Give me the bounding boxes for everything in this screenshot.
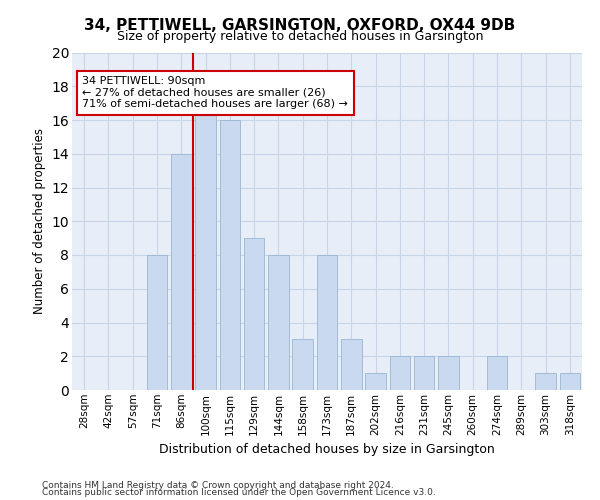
Y-axis label: Number of detached properties: Number of detached properties [33,128,46,314]
Bar [317,255,337,390]
Bar [195,103,216,390]
Bar [171,154,191,390]
Bar [535,373,556,390]
Bar [341,340,362,390]
Bar [389,356,410,390]
Text: Contains HM Land Registry data © Crown copyright and database right 2024.: Contains HM Land Registry data © Crown c… [42,480,394,490]
Text: Size of property relative to detached houses in Garsington: Size of property relative to detached ho… [117,30,483,43]
Bar [292,340,313,390]
Bar [220,120,240,390]
Text: 34, PETTIWELL, GARSINGTON, OXFORD, OX44 9DB: 34, PETTIWELL, GARSINGTON, OXFORD, OX44 … [85,18,515,32]
Bar [414,356,434,390]
Text: 34 PETTIWELL: 90sqm
← 27% of detached houses are smaller (26)
71% of semi-detach: 34 PETTIWELL: 90sqm ← 27% of detached ho… [82,76,348,110]
Text: Contains public sector information licensed under the Open Government Licence v3: Contains public sector information licen… [42,488,436,497]
Bar [365,373,386,390]
Bar [268,255,289,390]
Bar [487,356,508,390]
X-axis label: Distribution of detached houses by size in Garsington: Distribution of detached houses by size … [159,443,495,456]
Bar [244,238,265,390]
Bar [146,255,167,390]
Bar [560,373,580,390]
Bar [438,356,459,390]
